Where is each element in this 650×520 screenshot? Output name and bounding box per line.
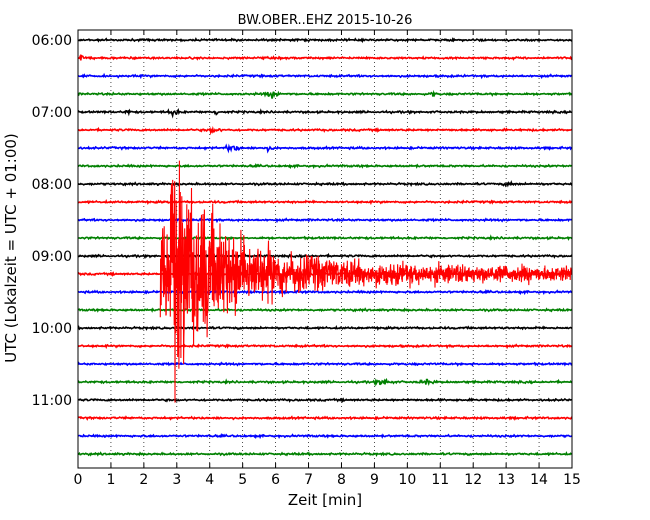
trace-0815 (78, 199, 572, 206)
x-tick-label: 0 (74, 472, 83, 488)
trace-0700 (78, 107, 572, 119)
trace-0945 (78, 307, 572, 313)
y-tick-label: 09:00 (32, 249, 72, 265)
trace-0645 (78, 89, 572, 99)
trace-0845 (78, 234, 572, 241)
x-tick-label: 2 (139, 472, 148, 488)
large-event (159, 160, 572, 403)
trace-0615 (78, 53, 572, 61)
y-tick-label: 10:00 (32, 321, 72, 337)
x-tick-label: 13 (497, 472, 515, 488)
trace-0745 (78, 162, 572, 170)
y-tick-label: 06:00 (32, 33, 72, 49)
chart-title: BW.OBER..EHZ 2015-10-26 (238, 13, 413, 28)
trace-1115 (78, 415, 572, 421)
x-tick-label: 15 (563, 472, 581, 488)
x-tick-label: 5 (238, 472, 247, 488)
x-tick-label: 6 (271, 472, 280, 488)
trace-1130 (78, 432, 572, 440)
x-tick-label: 7 (304, 472, 313, 488)
x-tick-label: 12 (464, 472, 482, 488)
trace-1045 (78, 378, 572, 387)
trace-0715 (78, 125, 572, 136)
trace-0830 (78, 217, 572, 224)
x-tick-label: 10 (398, 472, 416, 488)
trace-1145 (78, 451, 572, 457)
axis-ticks: 0 1 2 3 4 5 6 7 8 9 10 11 12 13 14 1506:0007:0008:0009:… (32, 30, 581, 488)
trace-0900 (78, 252, 572, 259)
y-tick-label: 11:00 (32, 393, 72, 409)
trace-1000 (78, 325, 572, 331)
y-tick-label: 08:00 (32, 177, 72, 193)
x-axis-label: Zeit [min] (288, 491, 362, 509)
x-tick-label: 14 (530, 472, 548, 488)
traces (78, 37, 572, 457)
trace-1030 (78, 361, 572, 367)
trace-0600 (78, 37, 572, 44)
trace-0930 (78, 288, 572, 296)
plot-frame (77, 29, 573, 469)
y-axis-label: UTC (Lokalzeit = UTC + 01:00) (2, 133, 20, 363)
trace-0800 (78, 179, 572, 188)
trace-0630 (78, 72, 572, 80)
grid (78, 30, 572, 468)
x-tick-label: 1 (106, 472, 115, 488)
x-tick-label: 4 (205, 472, 214, 488)
x-tick-label: 8 (337, 472, 346, 488)
trace-1100 (78, 397, 572, 403)
large-event-waveform (159, 160, 572, 403)
trace-0730 (78, 143, 572, 154)
y-tick-label: 07:00 (32, 105, 72, 121)
x-tick-label: 3 (172, 472, 181, 488)
x-tick-label: 11 (431, 472, 449, 488)
x-tick-label: 9 (370, 472, 379, 488)
trace-1015 (78, 343, 572, 350)
